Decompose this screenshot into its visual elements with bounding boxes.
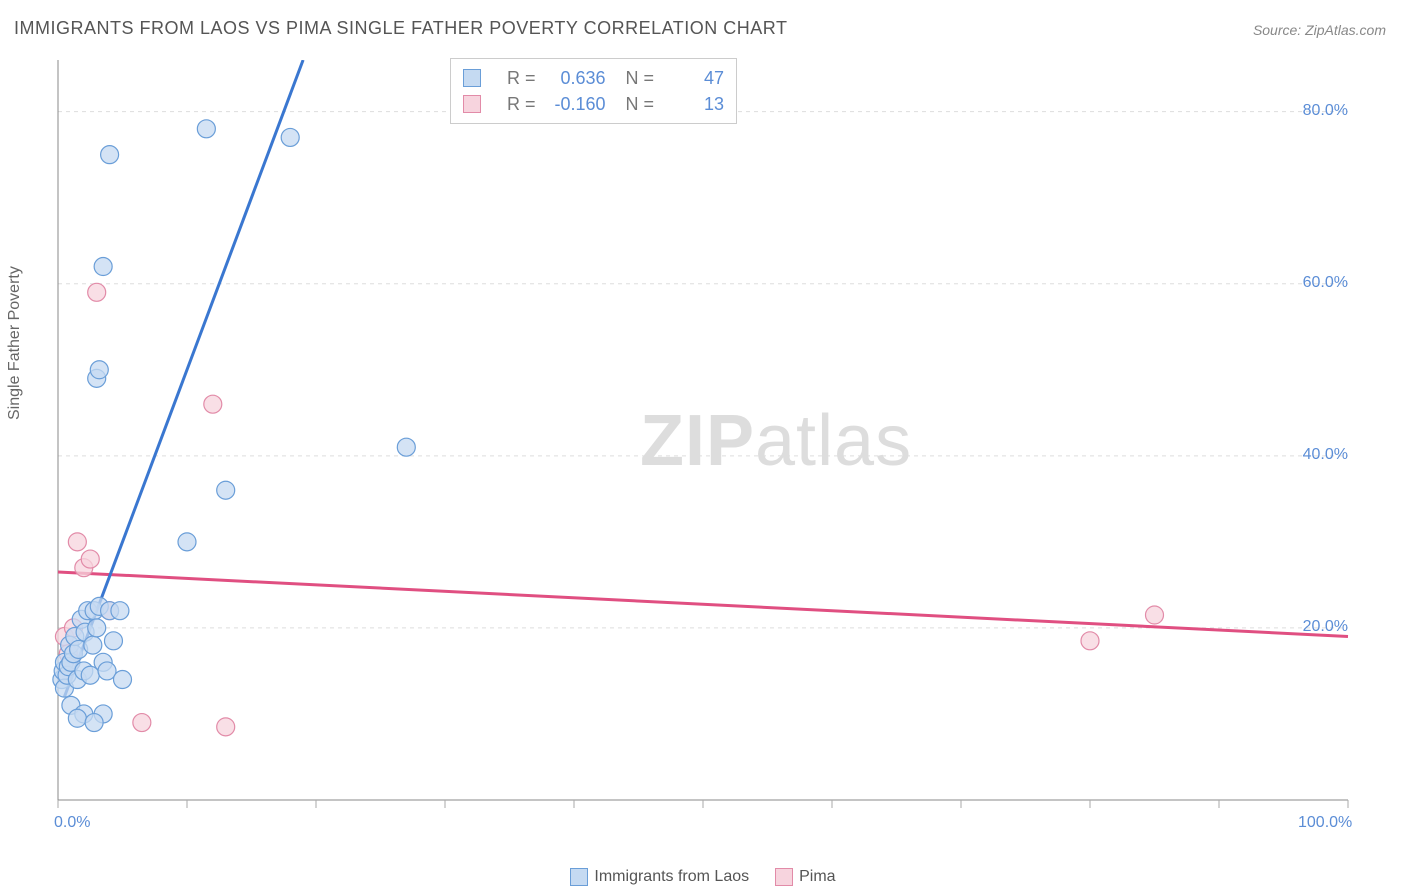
- source-attribution: Source: ZipAtlas.com: [1253, 22, 1386, 38]
- x-tick-min: 0.0%: [54, 814, 90, 832]
- y-tick-label: 20.0%: [1288, 618, 1348, 636]
- legend-item: Immigrants from Laos: [570, 868, 749, 886]
- legend-swatch: [570, 868, 588, 886]
- chart-area: [50, 60, 1390, 820]
- chart-title: IMMIGRANTS FROM LAOS VS PIMA SINGLE FATH…: [14, 18, 787, 39]
- legend-swatch: [463, 69, 481, 87]
- legend-swatch: [463, 95, 481, 113]
- legend-swatch: [775, 868, 793, 886]
- y-tick-label: 80.0%: [1288, 102, 1348, 120]
- x-tick-max: 100.0%: [1298, 814, 1352, 832]
- legend-row: R =0.636N =47: [463, 65, 724, 91]
- legend-row: R =-0.160N =13: [463, 91, 724, 117]
- y-axis-label: Single Father Poverty: [6, 266, 24, 420]
- y-tick-label: 40.0%: [1288, 446, 1348, 464]
- y-tick-label: 60.0%: [1288, 274, 1348, 292]
- series-legend: Immigrants from Laos Pima: [0, 868, 1406, 886]
- legend-item: Pima: [775, 868, 835, 886]
- scatter-plot: [50, 60, 1390, 820]
- correlation-legend: R =0.636N =47R =-0.160N =13: [450, 58, 737, 124]
